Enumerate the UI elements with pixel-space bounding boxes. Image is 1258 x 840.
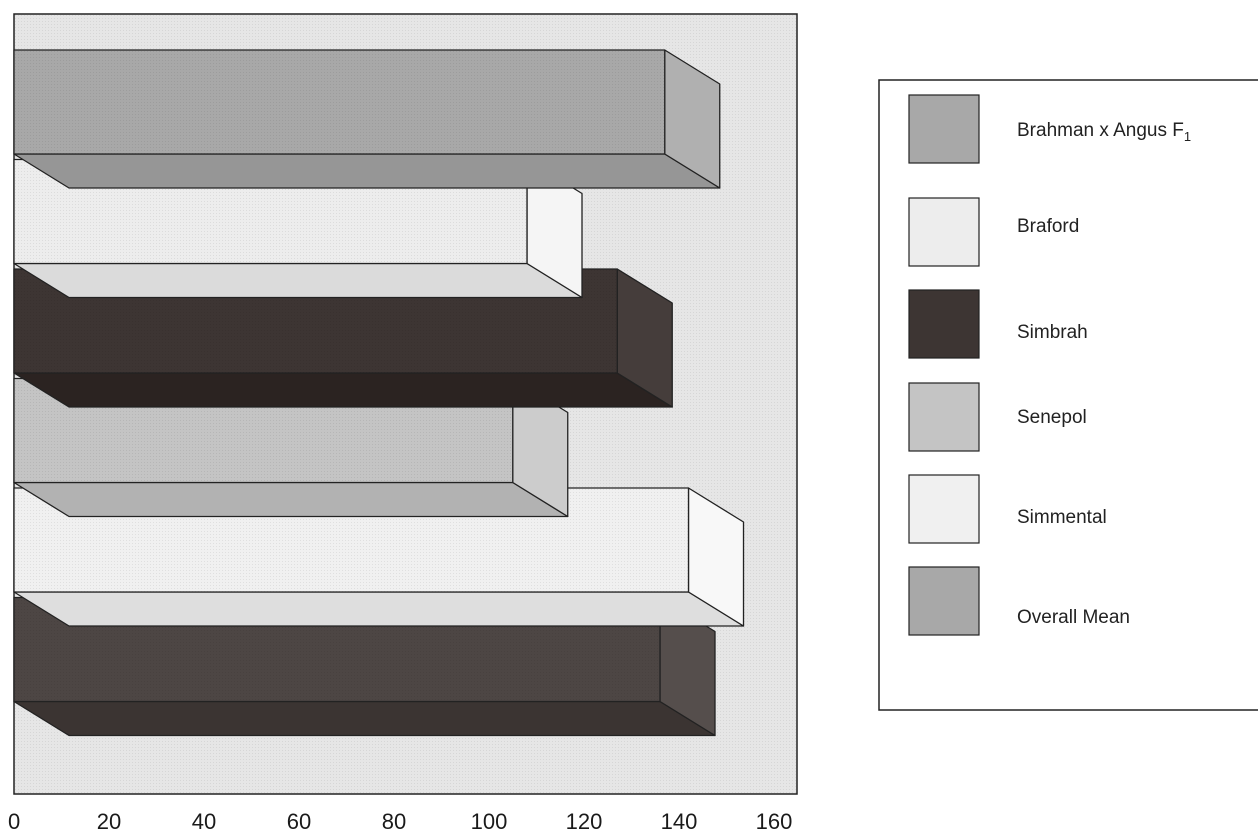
x-axis: 0 20 40 60 80 100 120 140 160 [8, 809, 792, 834]
bar-senepol-bottom-face [13, 481, 569, 518]
bar-simbrah-bottom-face [13, 372, 673, 408]
legend-swatch-overall-mean [908, 566, 980, 636]
legend-swatch-simmental [908, 474, 980, 544]
x-tick-label: 100 [471, 809, 508, 834]
legend-swatch-simbrah [908, 289, 980, 359]
x-tick-label: 40 [192, 809, 216, 834]
x-tick-label: 60 [287, 809, 311, 834]
legend-label-braford: Braford [1017, 216, 1079, 237]
x-tick-label: 20 [97, 809, 121, 834]
bar-brahman-x-angus-f1-bottom-face [13, 153, 721, 189]
x-tick-label: 0 [8, 809, 20, 834]
legend-swatch-brahman-x-angus-f1 [908, 94, 980, 164]
x-tick-label: 120 [566, 809, 603, 834]
bar-simmental-bottom-face [13, 591, 745, 627]
x-tick-label: 80 [382, 809, 406, 834]
legend-label-simmental: Simmental [1017, 507, 1107, 528]
bar-overall-mean-bottom-face [13, 700, 716, 737]
legend: Brahman x Angus F1 Braford Simbrah Senep… [878, 79, 1258, 711]
bar-brahman-x-angus-f1-texture [14, 50, 665, 154]
bar-braford-bottom-face [13, 262, 583, 299]
legend-swatch-braford [908, 197, 980, 267]
legend-label-overall-mean: Overall Mean [1017, 607, 1130, 628]
legend-label-senepol: Senepol [1017, 407, 1087, 428]
x-tick-label: 140 [661, 809, 698, 834]
legend-label-brahman-x-angus-f1: Brahman x Angus F1 [1017, 120, 1191, 144]
legend-label-simbrah: Simbrah [1017, 322, 1088, 343]
bar-brahman-x-angus-f1 [13, 49, 721, 189]
legend-swatch-senepol [908, 382, 980, 452]
x-tick-label: 160 [756, 809, 793, 834]
bars-layer [13, 49, 745, 737]
